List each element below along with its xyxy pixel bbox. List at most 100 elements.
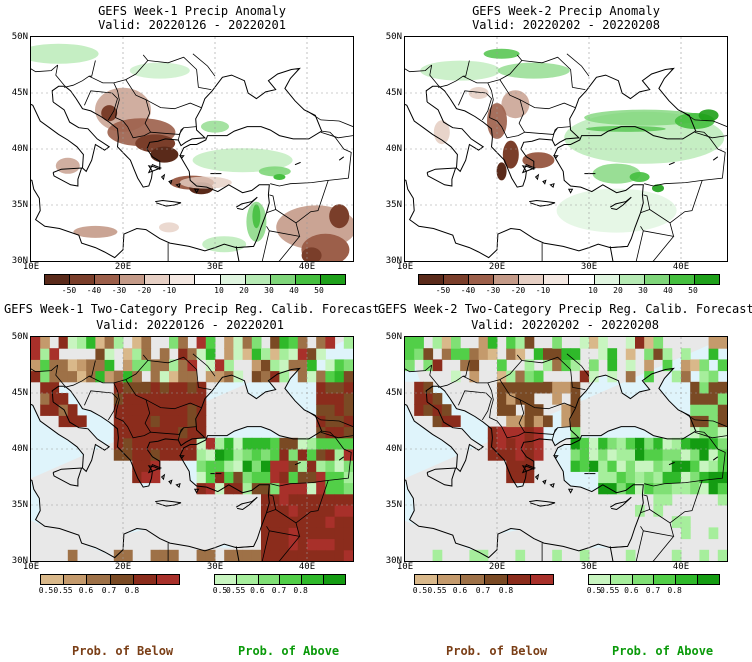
latitude-label: 35N bbox=[385, 200, 402, 210]
longitude-label: 10E bbox=[396, 562, 414, 572]
longitude-label: 30E bbox=[206, 562, 224, 572]
probability-tick-label: 0.5 bbox=[38, 586, 54, 595]
colorbar-swatch bbox=[594, 275, 620, 284]
colorbar-swatch bbox=[494, 275, 520, 284]
longitude-label: 20E bbox=[488, 562, 506, 572]
probability-tick-label: 0.8 bbox=[498, 586, 514, 595]
colorbar-swatch bbox=[270, 275, 296, 284]
probability-tick-label: 0.6 bbox=[250, 586, 265, 595]
colorbar-swatch bbox=[438, 575, 462, 584]
longitude-label: 30E bbox=[206, 262, 224, 272]
probability-tick-label: 0.7 bbox=[475, 586, 491, 595]
anomaly-tick-label: -20 bbox=[136, 286, 152, 295]
colorbar-swatch bbox=[632, 575, 655, 584]
latitude-label: 40N bbox=[11, 144, 28, 154]
anomaly-tick-label: -40 bbox=[86, 286, 102, 295]
colorbar-swatch bbox=[654, 575, 677, 584]
probability-tick-label: 0.6 bbox=[452, 586, 468, 595]
colorbar-swatch bbox=[484, 575, 508, 584]
anomaly-tick-label: 40 bbox=[663, 286, 673, 295]
colorbar-swatch bbox=[170, 275, 196, 284]
anomaly-tick-label: 40 bbox=[289, 286, 299, 295]
colorbar-swatch bbox=[461, 575, 485, 584]
probability-tick-label: 0.6 bbox=[78, 586, 94, 595]
colorbar-swatch bbox=[295, 275, 321, 284]
colorbar-swatch bbox=[419, 275, 445, 284]
colorbar-swatch bbox=[215, 575, 237, 584]
latitude-label: 45N bbox=[11, 388, 28, 398]
longitude-label: 40E bbox=[672, 562, 690, 572]
latitude-label: 40N bbox=[11, 444, 28, 454]
probability-tick-label: 0.5 bbox=[412, 586, 428, 595]
anomaly-tick-label: 30 bbox=[264, 286, 274, 295]
anomaly-tick-label: -10 bbox=[161, 286, 177, 295]
colorbar-swatch bbox=[619, 275, 645, 284]
colorbar-swatch bbox=[669, 275, 695, 284]
latitude-label: 35N bbox=[11, 200, 28, 210]
longitude-label: 40E bbox=[298, 262, 316, 272]
anomaly-tick-label: -20 bbox=[510, 286, 526, 295]
latitude-label: 50N bbox=[385, 332, 402, 342]
probability-tick-label: 0.7 bbox=[101, 586, 117, 595]
latitude-label: 50N bbox=[11, 32, 28, 42]
colorbar-swatch bbox=[245, 275, 271, 284]
longitude-label: 20E bbox=[114, 262, 132, 272]
longitude-label: 30E bbox=[580, 262, 598, 272]
colorbar-swatch bbox=[324, 575, 345, 584]
longitude-label: 10E bbox=[22, 562, 40, 572]
colorbar-swatch bbox=[87, 575, 111, 584]
panel1-anomaly-map bbox=[30, 36, 354, 262]
latitude-label: 40N bbox=[385, 144, 402, 154]
colorbar-swatch bbox=[64, 575, 88, 584]
latitude-label: 35N bbox=[11, 500, 28, 510]
latitude-label: 40N bbox=[385, 444, 402, 454]
colorbar-swatch bbox=[469, 275, 495, 284]
colorbar-swatch bbox=[444, 275, 470, 284]
colorbar-swatch bbox=[519, 275, 545, 284]
probability-tick-label: 0.7 bbox=[645, 586, 661, 595]
probability-tick-label: 0.8 bbox=[124, 586, 140, 595]
colorbar-swatch bbox=[236, 575, 259, 584]
colorbar-swatch bbox=[610, 575, 633, 584]
panel4-below-colorbar bbox=[414, 574, 554, 585]
colorbar-swatch bbox=[569, 275, 595, 284]
panel2-colorbar bbox=[418, 274, 720, 285]
probability-tick-label: 0.55 bbox=[53, 586, 73, 595]
latitude-label: 45N bbox=[385, 388, 402, 398]
anomaly-tick-label: -40 bbox=[460, 286, 476, 295]
longitude-label: 40E bbox=[672, 262, 690, 272]
colorbar-swatch bbox=[120, 275, 146, 284]
colorbar-swatch bbox=[280, 575, 303, 584]
colorbar-swatch bbox=[415, 575, 439, 584]
latitude-label: 30N bbox=[385, 256, 402, 266]
anomaly-tick-label: -50 bbox=[61, 286, 77, 295]
latitude-label: 30N bbox=[11, 556, 28, 566]
panel4-prob-below-label: Prob. of Below bbox=[446, 644, 548, 658]
longitude-label: 20E bbox=[114, 562, 132, 572]
colorbar-swatch bbox=[195, 275, 221, 284]
probability-tick-label: 0.55 bbox=[226, 586, 246, 595]
anomaly-tick-label: -10 bbox=[535, 286, 551, 295]
probability-tick-label: 0.8 bbox=[293, 586, 308, 595]
colorbar-swatch bbox=[220, 275, 246, 284]
latitude-label: 35N bbox=[385, 500, 402, 510]
panel1-title: GEFS Week-1 Precip Anomaly bbox=[98, 4, 286, 18]
colorbar-swatch bbox=[258, 575, 281, 584]
panel1-valid: Valid: 20220126 - 20220201 bbox=[98, 18, 286, 32]
panel3-below-colorbar bbox=[40, 574, 180, 585]
longitude-label: 40E bbox=[298, 562, 316, 572]
panel2-anomaly-map bbox=[404, 36, 728, 262]
colorbar-swatch bbox=[145, 275, 171, 284]
probability-tick-label: 0.55 bbox=[427, 586, 447, 595]
colorbar-swatch bbox=[45, 275, 71, 284]
probability-tick-label: 0.55 bbox=[600, 586, 620, 595]
panel3-prob-below-label: Prob. of Below bbox=[72, 644, 174, 658]
latitude-label: 30N bbox=[11, 256, 28, 266]
panel3-above-colorbar bbox=[214, 574, 346, 585]
anomaly-tick-label: 50 bbox=[688, 286, 698, 295]
colorbar-swatch bbox=[544, 275, 570, 284]
anomaly-tick-label: 10 bbox=[588, 286, 598, 295]
colorbar-swatch bbox=[676, 575, 699, 584]
colorbar-swatch bbox=[694, 275, 719, 284]
probability-tick-label: 0.5 bbox=[212, 586, 228, 595]
